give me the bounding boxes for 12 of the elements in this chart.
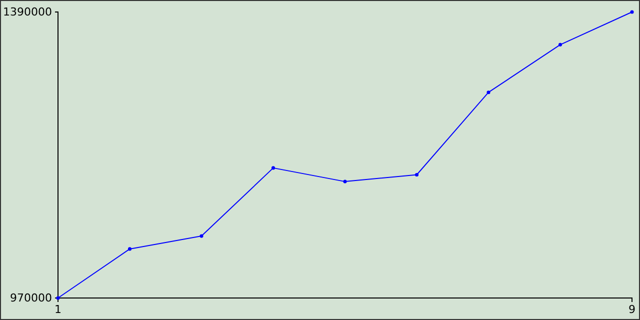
point: [128, 247, 132, 251]
point: [200, 234, 204, 238]
point: [271, 166, 276, 170]
y-tick-label: 1390000: [3, 6, 52, 19]
point: [343, 180, 347, 184]
point: [630, 10, 634, 14]
point: [558, 42, 562, 46]
x-tick-label: 9: [628, 302, 636, 316]
point: [486, 90, 490, 94]
y-tick-label: 970000: [10, 292, 52, 305]
point: [414, 172, 419, 177]
x-tick-label: 1: [54, 302, 62, 316]
